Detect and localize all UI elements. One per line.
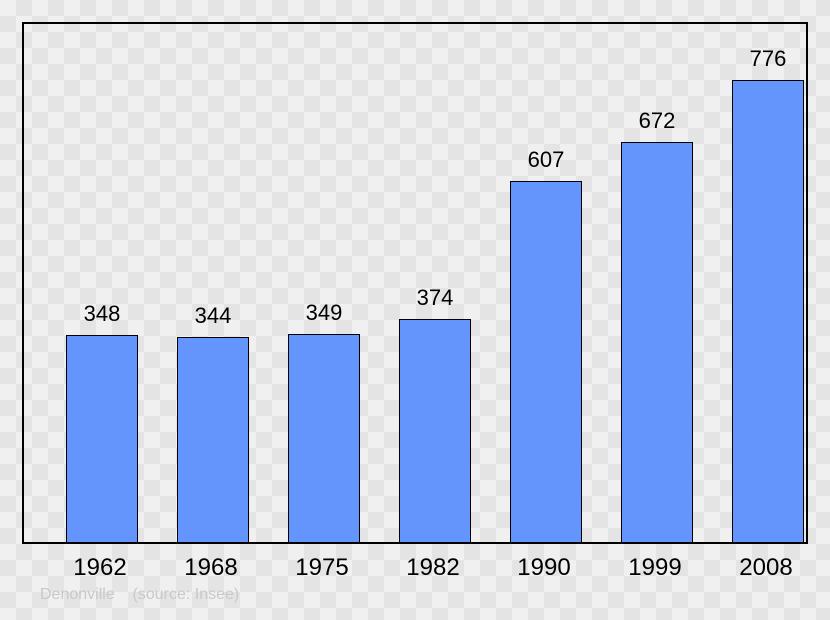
chart-canvas: 348 344 349 374 607 672 776 Denonville (source…	[0, 0, 830, 620]
caption-place: Denonville	[40, 586, 115, 603]
bar-value-label: 349	[274, 300, 374, 326]
x-axis-label: 1962	[50, 554, 150, 582]
chart-caption: Denonville (source: Insee)	[40, 586, 239, 604]
bar-value-label: 344	[163, 303, 263, 329]
x-axis-label: 1982	[383, 554, 483, 582]
bar	[288, 334, 360, 542]
x-axis-label: 1999	[605, 554, 705, 582]
bar	[621, 142, 693, 542]
x-axis-label: 1968	[161, 554, 261, 582]
bar	[66, 335, 138, 542]
bar-value-label: 607	[496, 147, 596, 173]
caption-source: (source: Insee)	[133, 586, 240, 603]
x-axis-label: 1990	[494, 554, 594, 582]
bar	[177, 337, 249, 542]
bar	[510, 181, 582, 542]
bar	[399, 319, 471, 542]
bar-value-label: 776	[718, 46, 818, 72]
x-axis-label: 1975	[272, 554, 372, 582]
bar-value-label: 348	[52, 301, 152, 327]
plot-frame: 348344349374607672776	[22, 22, 808, 544]
x-axis-label: 2008	[716, 554, 816, 582]
bar-value-label: 374	[385, 285, 485, 311]
bar	[732, 80, 804, 542]
bar-value-label: 672	[607, 108, 707, 134]
